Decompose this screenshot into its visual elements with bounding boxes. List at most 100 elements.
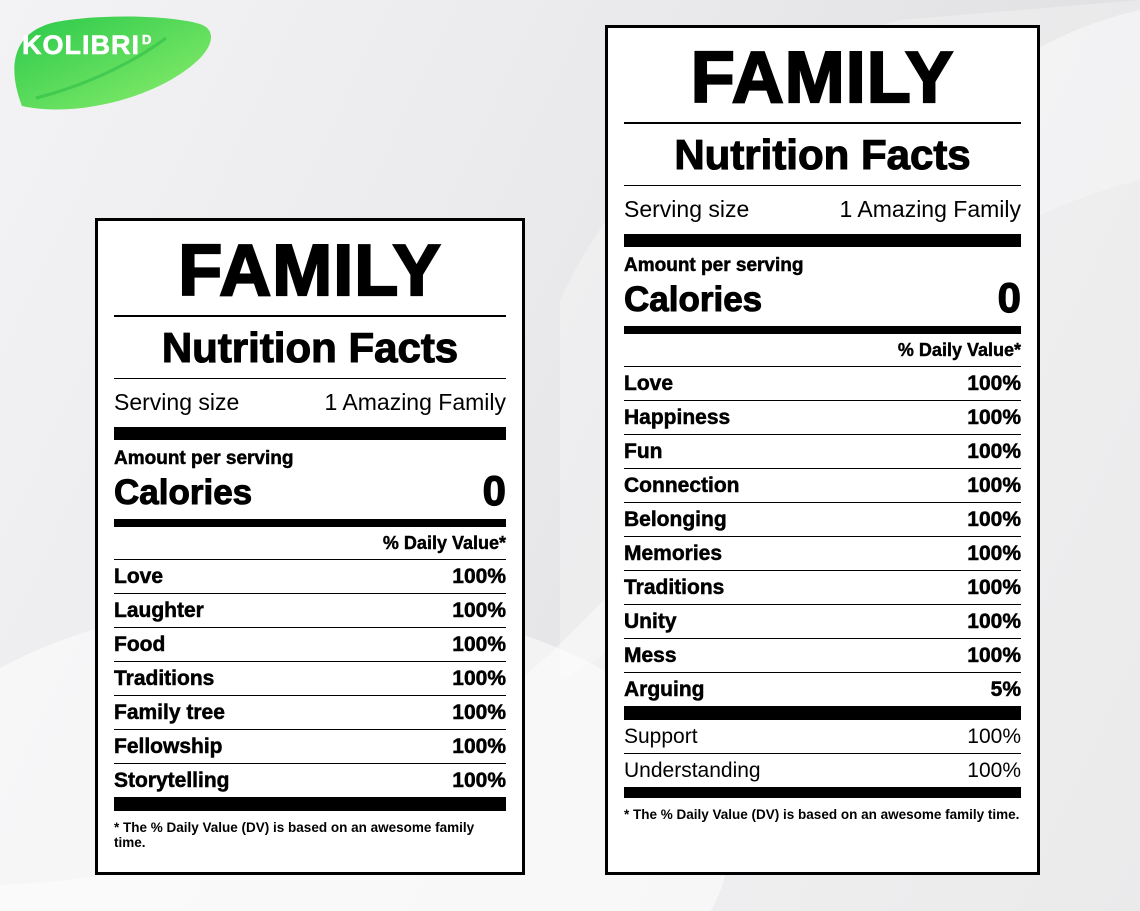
label-subtitle: Nutrition Facts [161,323,459,371]
nutrient-row: Storytelling 100% [114,764,506,798]
nutrient-value: 100% [452,701,506,725]
nutrient-value: 100% [967,440,1021,464]
nutrient-value: 100% [967,759,1021,782]
nutrient-row: Traditions 100% [114,662,506,696]
nutrient-row: Food 100% [114,628,506,662]
nutrient-name: Food [114,633,166,657]
nutrient-name: Unity [624,610,677,634]
daily-value-header: % Daily Value* [624,334,1021,367]
nutrient-name: Laughter [114,599,204,623]
end-bar [624,788,1021,798]
nutrient-value: 100% [452,667,506,691]
nutrient-value: 100% [452,565,506,589]
nutrient-row: Understanding 100% [624,754,1021,788]
nutrient-name: Arguing [624,678,705,702]
nutrient-name: Memories [624,542,723,566]
nutrient-value: 100% [452,633,506,657]
nutrient-name: Fellowship [114,735,223,759]
logo-superscript: D [142,32,153,48]
serving-row: Serving size 1 Amazing Family [624,186,1021,234]
nutrient-value: 100% [967,372,1021,396]
nutrient-value: 100% [967,508,1021,532]
nutrient-value: 100% [452,769,506,793]
nutrient-row: Fellowship 100% [114,730,506,764]
nutrient-row: Traditions 100% [624,571,1021,605]
nutrient-value: 100% [967,610,1021,634]
nutrient-name: Family tree [114,701,225,725]
nutrient-value: 100% [967,644,1021,668]
serving-label: Serving size [114,389,240,415]
nutrient-value: 100% [967,576,1021,600]
amount-per-serving: Amount per serving [624,255,804,277]
nutrient-row: Unity 100% [624,605,1021,639]
nutrient-value: 100% [967,542,1021,566]
nutrient-name: Fun [624,440,663,464]
daily-value-header: % Daily Value* [114,527,506,560]
nutrient-name: Traditions [624,576,725,600]
nutrient-row: Love 100% [624,367,1021,401]
divider [114,378,506,379]
nutrient-name: Belonging [624,508,727,532]
nutrient-row: Connection 100% [624,469,1021,503]
nutrient-value: 100% [967,406,1021,430]
nutrient-row: Family tree 100% [114,696,506,730]
nutrient-name: Traditions [114,667,215,691]
calories-row: Calories 0 [623,274,1022,321]
calories-value: 0 [997,274,1022,321]
nutrient-row: Happiness 100% [624,401,1021,435]
nutrient-name: Love [114,565,164,589]
divider [114,315,506,317]
nutrient-value: 100% [967,725,1021,748]
serving-value: 1 Amazing Family [324,389,506,415]
nutrient-name: Support [624,725,698,748]
calories-row: Calories 0 [113,467,507,514]
footnote: * The % Daily Value (DV) is based on an … [114,820,475,850]
thick-bar [624,234,1021,247]
nutrient-value: 100% [452,735,506,759]
nutrient-rows: Love 100% Laughter 100% Food 100% Traditions 10… [114,560,506,798]
label-title: FAMILY [177,231,442,311]
medium-bar [624,326,1021,334]
kolibri-logo: KOLIBRI D [6,8,216,118]
nutrient-row: Love 100% [114,560,506,594]
footnote: * The % Daily Value (DV) is based on an … [624,807,1020,822]
logo-wordmark: KOLIBRI D [22,30,152,61]
nutrient-row: Arguing 5% [624,673,1021,707]
leaf-icon [14,16,212,110]
nutrient-value: 100% [967,474,1021,498]
sub-nutrient-rows: Support 100% Understanding 100% [624,720,1021,788]
nutrition-label-right: FAMILY Nutrition Facts Serving size 1 Am… [605,25,1040,875]
nutrient-name: Connection [624,474,740,498]
serving-label: Serving size [624,196,750,222]
nutrient-row: Memories 100% [624,537,1021,571]
label-title: FAMILY [690,38,955,118]
thick-bar [624,707,1021,720]
nutrient-value: 100% [452,599,506,623]
nutrient-name: Mess [624,644,677,668]
nutrient-row: Belonging 100% [624,503,1021,537]
nutrient-value: 5% [990,678,1021,702]
nutrition-label-left: FAMILY Nutrition Facts Serving size 1 Am… [95,218,525,875]
calories-label: Calories [113,472,253,512]
divider [624,185,1021,186]
nutrient-rows: Love 100% Happiness 100% Fun 100% Connection 10… [624,367,1021,707]
nutrient-name: Happiness [624,406,731,430]
calories-value: 0 [482,467,507,514]
logo-text: KOLIBRI [22,30,140,61]
amount-per-serving: Amount per serving [114,448,294,470]
serving-value: 1 Amazing Family [839,196,1021,222]
divider [624,122,1021,124]
nutrient-row: Fun 100% [624,435,1021,469]
thick-bar [114,798,506,811]
nutrient-name: Understanding [624,759,761,782]
nutrient-row: Laughter 100% [114,594,506,628]
nutrient-row: Support 100% [624,720,1021,754]
label-subtitle: Nutrition Facts [674,130,971,178]
serving-row: Serving size 1 Amazing Family [114,379,506,427]
medium-bar [114,519,506,527]
nutrient-name: Storytelling [114,769,230,793]
thick-bar [114,427,506,440]
nutrient-name: Love [624,372,674,396]
calories-label: Calories [623,279,763,319]
